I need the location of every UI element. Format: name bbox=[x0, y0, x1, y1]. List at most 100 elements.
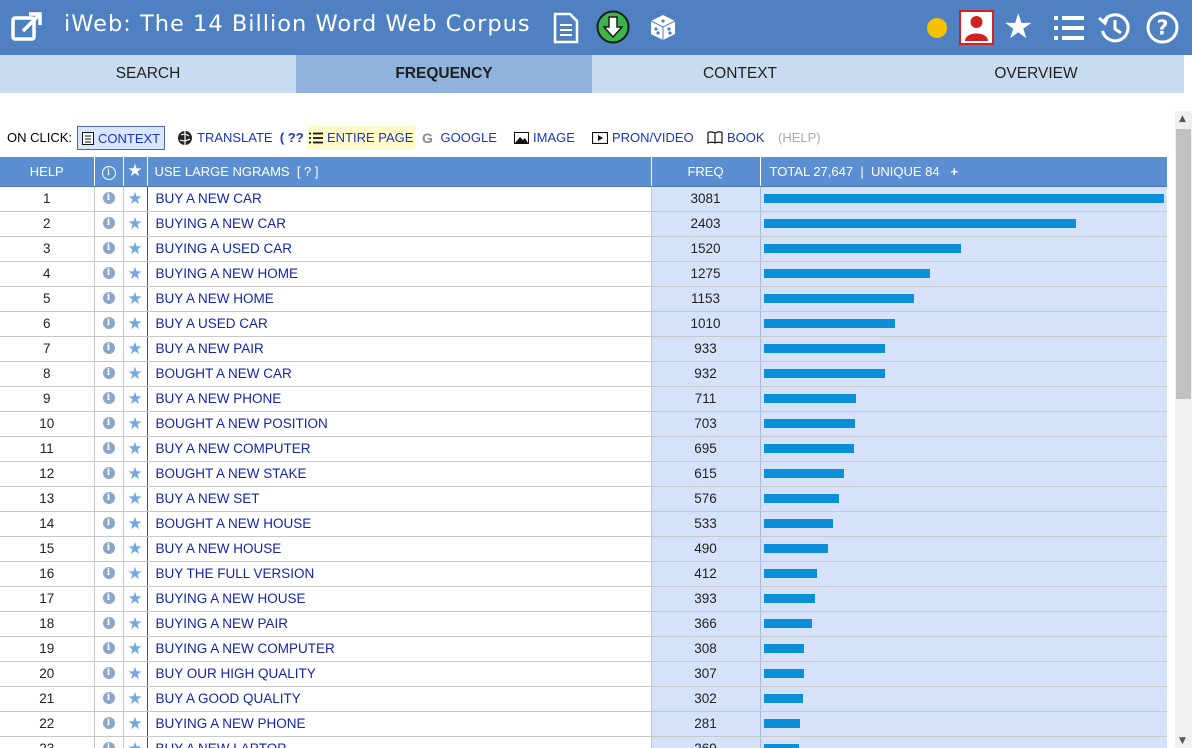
scroll-down-arrow-icon[interactable]: ▼ bbox=[1179, 736, 1186, 746]
ngram-link[interactable]: BUY A USED CAR bbox=[147, 311, 652, 337]
row-info-button[interactable]: i bbox=[94, 411, 124, 437]
ngram-link[interactable]: BUY THE FULL VERSION bbox=[147, 561, 652, 587]
row-info-button[interactable]: i bbox=[94, 311, 124, 337]
row-star-button[interactable]: ★ bbox=[122, 586, 148, 612]
row-info-button[interactable]: i bbox=[94, 736, 124, 748]
row-info-button[interactable]: i bbox=[94, 611, 124, 637]
download-icon[interactable] bbox=[596, 10, 630, 44]
row-info-button[interactable]: i bbox=[94, 186, 124, 212]
ngram-link[interactable]: BUY A NEW LAPTOP bbox=[147, 736, 652, 748]
row-star-button[interactable]: ★ bbox=[122, 561, 148, 587]
row-star-button[interactable]: ★ bbox=[122, 536, 148, 562]
header-info-icon[interactable]: i bbox=[94, 157, 124, 187]
row-info-button[interactable]: i bbox=[94, 286, 124, 312]
list-icon[interactable] bbox=[1053, 13, 1085, 43]
ngram-link[interactable]: BOUGHT A NEW CAR bbox=[147, 361, 652, 387]
row-star-button[interactable]: ★ bbox=[122, 736, 148, 748]
ngram-link[interactable]: BUY A NEW COMPUTER bbox=[147, 436, 652, 462]
header-star-icon[interactable]: ★ bbox=[123, 157, 148, 187]
scrollbar-thumb[interactable] bbox=[1176, 129, 1191, 399]
on-click-book-option[interactable]: BOOK bbox=[707, 126, 765, 150]
row-star-button[interactable]: ★ bbox=[122, 311, 148, 337]
ngram-link[interactable]: BUYING A NEW COMPUTER bbox=[147, 636, 652, 662]
ngram-link[interactable]: BUY A NEW HOUSE bbox=[147, 536, 652, 562]
ngram-link[interactable]: BUY A NEW SET bbox=[147, 486, 652, 512]
ngram-link[interactable]: BUY OUR HIGH QUALITY bbox=[147, 661, 652, 687]
ngram-link[interactable]: BUY A NEW HOME bbox=[147, 286, 652, 312]
tab-search[interactable]: SEARCH bbox=[0, 55, 296, 93]
row-info-button[interactable]: i bbox=[94, 211, 124, 237]
row-info-button[interactable]: i bbox=[94, 386, 124, 412]
row-star-button[interactable]: ★ bbox=[122, 361, 148, 387]
row-star-button[interactable]: ★ bbox=[122, 511, 148, 537]
ngram-link[interactable]: BUY A GOOD QUALITY bbox=[147, 686, 652, 712]
row-info-button[interactable]: i bbox=[94, 261, 124, 287]
row-info-button[interactable]: i bbox=[94, 586, 124, 612]
on-click-translate-option[interactable]: TRANSLATE ( ?? ) bbox=[177, 126, 312, 150]
row-info-button[interactable]: i bbox=[94, 661, 124, 687]
row-star-button[interactable]: ★ bbox=[122, 261, 148, 287]
row-star-button[interactable]: ★ bbox=[122, 386, 148, 412]
row-info-button[interactable]: i bbox=[94, 236, 124, 262]
ngram-link[interactable]: BOUGHT A NEW POSITION bbox=[147, 411, 652, 437]
row-star-button[interactable]: ★ bbox=[122, 286, 148, 312]
history-icon[interactable] bbox=[1098, 11, 1132, 45]
external-link-icon[interactable] bbox=[10, 10, 44, 44]
row-info-button[interactable]: i bbox=[94, 361, 124, 387]
ngram-link[interactable]: BOUGHT A NEW HOUSE bbox=[147, 511, 652, 537]
ngram-link[interactable]: BUYING A USED CAR bbox=[147, 236, 652, 262]
row-star-button[interactable]: ★ bbox=[122, 236, 148, 262]
ngram-link[interactable]: BOUGHT A NEW STAKE bbox=[147, 461, 652, 487]
scroll-up-arrow-icon[interactable]: ▲ bbox=[1179, 114, 1186, 124]
ngram-link[interactable]: BUY A NEW PAIR bbox=[147, 336, 652, 362]
row-info-button[interactable]: i bbox=[94, 561, 124, 587]
ngram-link[interactable]: BUYING A NEW PHONE bbox=[147, 711, 652, 737]
row-star-button[interactable]: ★ bbox=[122, 186, 148, 212]
vertical-scrollbar[interactable]: ▲ ▼ bbox=[1175, 111, 1192, 748]
row-star-button[interactable]: ★ bbox=[122, 661, 148, 687]
row-info-button[interactable]: i bbox=[94, 711, 124, 737]
tab-overview[interactable]: OVERVIEW bbox=[888, 55, 1184, 93]
on-click-google-option[interactable]: G GOOGLE bbox=[422, 126, 497, 150]
row-info-button[interactable]: i bbox=[94, 686, 124, 712]
row-star-button[interactable]: ★ bbox=[122, 411, 148, 437]
row-star-button[interactable]: ★ bbox=[122, 686, 148, 712]
tab-frequency[interactable]: FREQUENCY bbox=[296, 55, 592, 93]
header-freq[interactable]: FREQ bbox=[651, 157, 761, 187]
star-icon[interactable]: ★ bbox=[1003, 7, 1034, 47]
row-info-button[interactable]: i bbox=[94, 336, 124, 362]
row-info-button[interactable]: i bbox=[94, 436, 124, 462]
on-click-entire-page-option[interactable]: ENTIRE PAGE bbox=[307, 126, 416, 150]
ngram-link[interactable]: BUYING A NEW HOUSE bbox=[147, 586, 652, 612]
header-expand-button[interactable]: + bbox=[950, 163, 959, 179]
ngram-link[interactable]: BUYING A NEW CAR bbox=[147, 211, 652, 237]
row-star-button[interactable]: ★ bbox=[122, 336, 148, 362]
ngram-link[interactable]: BUY A NEW PHONE bbox=[147, 386, 652, 412]
ngram-link[interactable]: BUYING A NEW HOME bbox=[147, 261, 652, 287]
row-star-button[interactable]: ★ bbox=[122, 211, 148, 237]
user-icon[interactable] bbox=[959, 10, 994, 45]
help-icon[interactable]: ? bbox=[1146, 11, 1179, 44]
row-star-button[interactable]: ★ bbox=[122, 461, 148, 487]
row-info-button[interactable]: i bbox=[94, 536, 124, 562]
dice-icon[interactable] bbox=[648, 12, 678, 42]
on-click-pron-video-option[interactable]: PRON/VIDEO bbox=[592, 126, 694, 150]
row-info-button[interactable]: i bbox=[94, 511, 124, 537]
on-click-image-option[interactable]: IMAGE bbox=[514, 126, 575, 150]
ngram-link[interactable]: BUY A NEW CAR bbox=[147, 186, 652, 212]
header-ngram[interactable]: USE LARGE NGRAMS [ ? ] bbox=[147, 157, 652, 187]
row-info-button[interactable]: i bbox=[94, 461, 124, 487]
document-icon[interactable] bbox=[552, 12, 580, 44]
row-star-button[interactable]: ★ bbox=[122, 486, 148, 512]
header-ngram-hint[interactable]: [ ? ] bbox=[296, 163, 319, 179]
tab-context[interactable]: CONTEXT bbox=[592, 55, 888, 93]
row-star-button[interactable]: ★ bbox=[122, 636, 148, 662]
row-info-button[interactable]: i bbox=[94, 486, 124, 512]
on-click-context-option[interactable]: CONTEXT bbox=[77, 126, 166, 150]
row-info-button[interactable]: i bbox=[94, 636, 124, 662]
on-click-help-link[interactable]: (HELP) bbox=[778, 130, 821, 145]
header-help[interactable]: HELP bbox=[0, 157, 95, 187]
row-star-button[interactable]: ★ bbox=[122, 711, 148, 737]
row-star-button[interactable]: ★ bbox=[122, 611, 148, 637]
row-star-button[interactable]: ★ bbox=[122, 436, 148, 462]
